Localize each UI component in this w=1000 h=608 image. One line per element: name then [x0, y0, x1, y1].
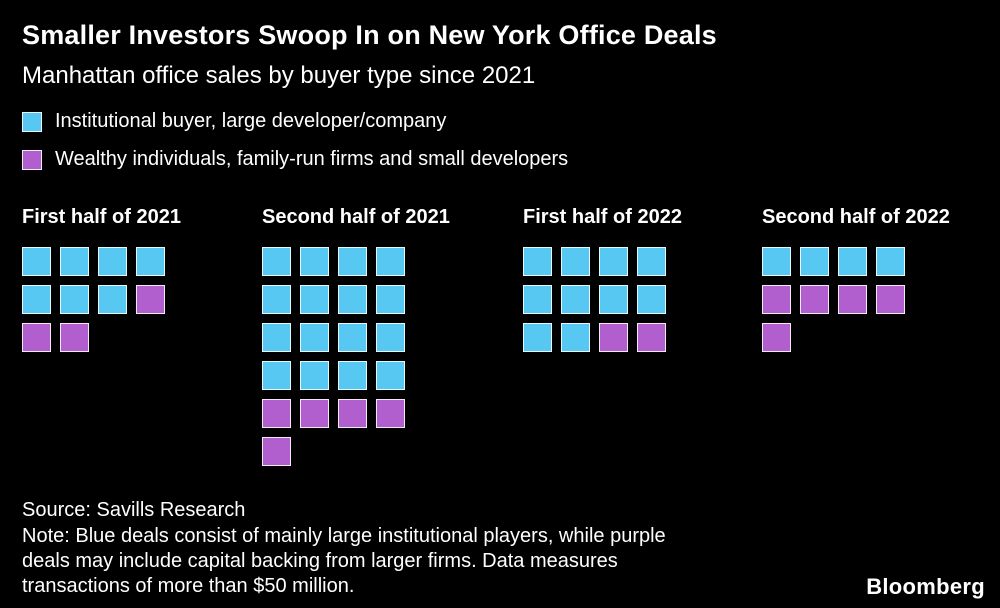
- cell-institutional: [262, 285, 291, 314]
- cell-institutional: [300, 361, 329, 390]
- cell-institutional: [338, 285, 367, 314]
- cell-wealthy: [262, 437, 291, 466]
- cell-institutional: [60, 247, 89, 276]
- page-title: Smaller Investors Swoop In on New York O…: [22, 20, 717, 50]
- cell-institutional: [262, 323, 291, 352]
- cell-institutional: [338, 247, 367, 276]
- cell-institutional: [523, 323, 552, 352]
- cell-institutional: [262, 247, 291, 276]
- cell-wealthy: [800, 285, 829, 314]
- cell-institutional: [338, 323, 367, 352]
- note-line: Note: Blue deals consist of mainly large…: [22, 525, 666, 547]
- cell-wealthy: [876, 285, 905, 314]
- legend-swatch-institutional-icon: [22, 111, 42, 132]
- legend-label-wealthy: Wealthy individuals, family-run firms an…: [55, 148, 569, 170]
- waffle-grid: [262, 247, 450, 466]
- legend-item-institutional: Institutional buyer, large developer/com…: [22, 110, 568, 133]
- cell-institutional: [22, 247, 51, 276]
- waffle-groups: First half of 2021 Second half of 2021 Fir…: [0, 206, 1000, 486]
- cell-wealthy: [762, 323, 791, 352]
- note-line: deals may include capital backing from l…: [22, 550, 618, 572]
- cell-institutional: [561, 323, 590, 352]
- group-title: Second half of 2021: [262, 206, 450, 228]
- cell-institutional: [762, 247, 791, 276]
- cell-institutional: [637, 285, 666, 314]
- group-title: Second half of 2022: [762, 206, 950, 228]
- cell-wealthy: [376, 399, 405, 428]
- cell-institutional: [599, 285, 628, 314]
- waffle-group: Second half of 2021: [262, 206, 450, 466]
- cell-institutional: [60, 285, 89, 314]
- cell-institutional: [838, 247, 867, 276]
- cell-wealthy: [637, 323, 666, 352]
- group-title: First half of 2021: [22, 206, 181, 228]
- cell-institutional: [338, 361, 367, 390]
- cell-institutional: [22, 285, 51, 314]
- waffle-group: First half of 2021: [22, 206, 181, 352]
- waffle-grid: [523, 247, 682, 352]
- cell-wealthy: [300, 399, 329, 428]
- cell-wealthy: [338, 399, 367, 428]
- cell-institutional: [300, 285, 329, 314]
- legend-item-wealthy: Wealthy individuals, family-run firms an…: [22, 148, 568, 171]
- cell-institutional: [376, 323, 405, 352]
- waffle-grid: [762, 247, 950, 352]
- cell-institutional: [561, 285, 590, 314]
- waffle-group: First half of 2022: [523, 206, 682, 352]
- cell-wealthy: [838, 285, 867, 314]
- cell-wealthy: [762, 285, 791, 314]
- cell-institutional: [98, 247, 127, 276]
- cell-institutional: [800, 247, 829, 276]
- legend-swatch-wealthy-icon: [22, 149, 42, 170]
- cell-wealthy: [262, 399, 291, 428]
- group-title: First half of 2022: [523, 206, 682, 228]
- legend: Institutional buyer, large developer/com…: [22, 110, 568, 186]
- page-subtitle: Manhattan office sales by buyer type sin…: [22, 62, 536, 89]
- cell-institutional: [637, 247, 666, 276]
- cell-wealthy: [136, 285, 165, 314]
- cell-institutional: [98, 285, 127, 314]
- waffle-group: Second half of 2022: [762, 206, 950, 352]
- cell-institutional: [136, 247, 165, 276]
- cell-wealthy: [599, 323, 628, 352]
- legend-label-institutional: Institutional buyer, large developer/com…: [55, 110, 447, 132]
- cell-institutional: [876, 247, 905, 276]
- cell-institutional: [561, 247, 590, 276]
- cell-institutional: [376, 247, 405, 276]
- source-text: Source: Savills Research: [22, 499, 246, 521]
- cell-institutional: [376, 285, 405, 314]
- cell-institutional: [300, 247, 329, 276]
- note-text: Note: Blue deals consist of mainly large…: [22, 524, 666, 599]
- cell-wealthy: [22, 323, 51, 352]
- cell-institutional: [599, 247, 628, 276]
- cell-institutional: [376, 361, 405, 390]
- cell-institutional: [523, 247, 552, 276]
- cell-institutional: [262, 361, 291, 390]
- cell-institutional: [300, 323, 329, 352]
- waffle-grid: [22, 247, 181, 352]
- note-line: transactions of more than $50 million.: [22, 575, 355, 597]
- cell-wealthy: [60, 323, 89, 352]
- cell-institutional: [523, 285, 552, 314]
- bloomberg-logo: Bloomberg: [866, 574, 985, 599]
